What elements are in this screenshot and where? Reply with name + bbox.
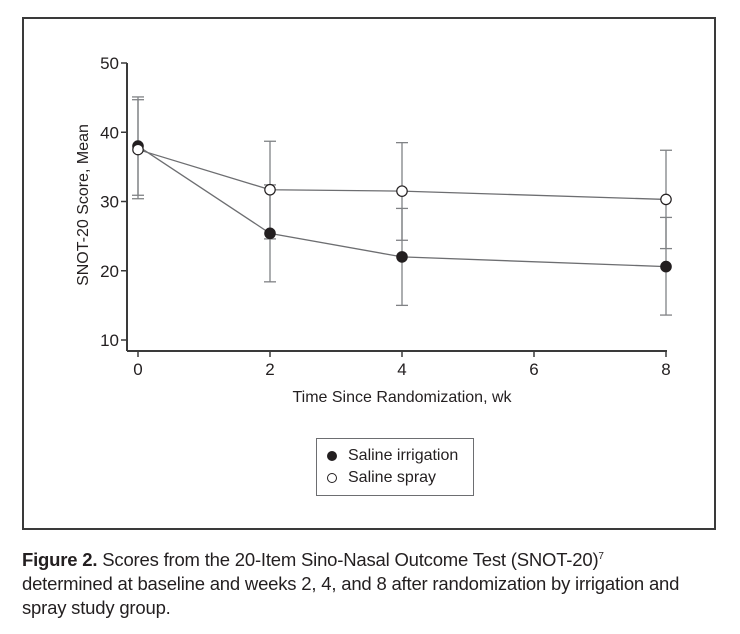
data-point-saline-spray	[660, 193, 672, 206]
x-axis-label: Time Since Randomization, wk	[292, 389, 512, 406]
x-tick-label: 4	[397, 360, 406, 379]
legend-item-saline-spray: Saline spray	[327, 468, 436, 488]
figure-caption: Figure 2. Scores from the 20-Item Sino-N…	[22, 545, 722, 620]
axes: 10 20 30 40 50 0 2 4 6 8	[100, 54, 671, 379]
data-point-saline-spray	[132, 143, 144, 156]
legend-label: Saline irrigation	[348, 447, 459, 464]
figure-frame	[22, 17, 716, 530]
chart: 10 20 30 40 50 0 2 4 6 8 SNOT-20 Score, Mean Time…	[75, 54, 672, 406]
y-tick-label: 20	[100, 262, 119, 281]
series-lines	[137, 145, 667, 268]
data-points	[132, 140, 672, 273]
filled-circle-icon	[327, 451, 337, 461]
y-axis-label: SNOT-20 Score, Mean	[75, 124, 92, 286]
error-bars	[132, 96, 672, 316]
series-line-saline-spray	[137, 148, 667, 201]
data-point-saline-spray	[396, 185, 408, 197]
citation-superscript: 7	[598, 551, 604, 562]
y-tick-label: 30	[100, 193, 119, 212]
figure-label: Figure 2.	[22, 549, 98, 571]
x-tick-label: 0	[133, 360, 142, 379]
y-tick-label: 50	[100, 54, 119, 73]
series-line-saline-irrigation	[137, 145, 667, 268]
open-circle-icon	[327, 473, 337, 483]
legend: Saline irrigation Saline spray	[316, 438, 474, 496]
data-point-saline-irrigation	[264, 227, 276, 240]
y-tick-label: 40	[100, 123, 119, 142]
x-tick-label: 6	[529, 360, 538, 379]
caption-text-line1: Scores from the 20-Item Sino-Nasal Outco…	[97, 549, 599, 571]
x-tick-label: 2	[265, 360, 274, 379]
y-tick-label: 10	[100, 331, 119, 350]
caption-text-rest: determined at baseline and weeks 2, 4, a…	[22, 573, 680, 619]
data-point-saline-irrigation	[396, 251, 408, 263]
legend-item-saline-irrigation: Saline irrigation	[327, 446, 458, 466]
legend-label: Saline spray	[348, 469, 437, 486]
data-point-saline-spray	[264, 183, 276, 196]
data-point-saline-irrigation	[660, 260, 672, 273]
x-tick-label: 8	[661, 360, 670, 379]
